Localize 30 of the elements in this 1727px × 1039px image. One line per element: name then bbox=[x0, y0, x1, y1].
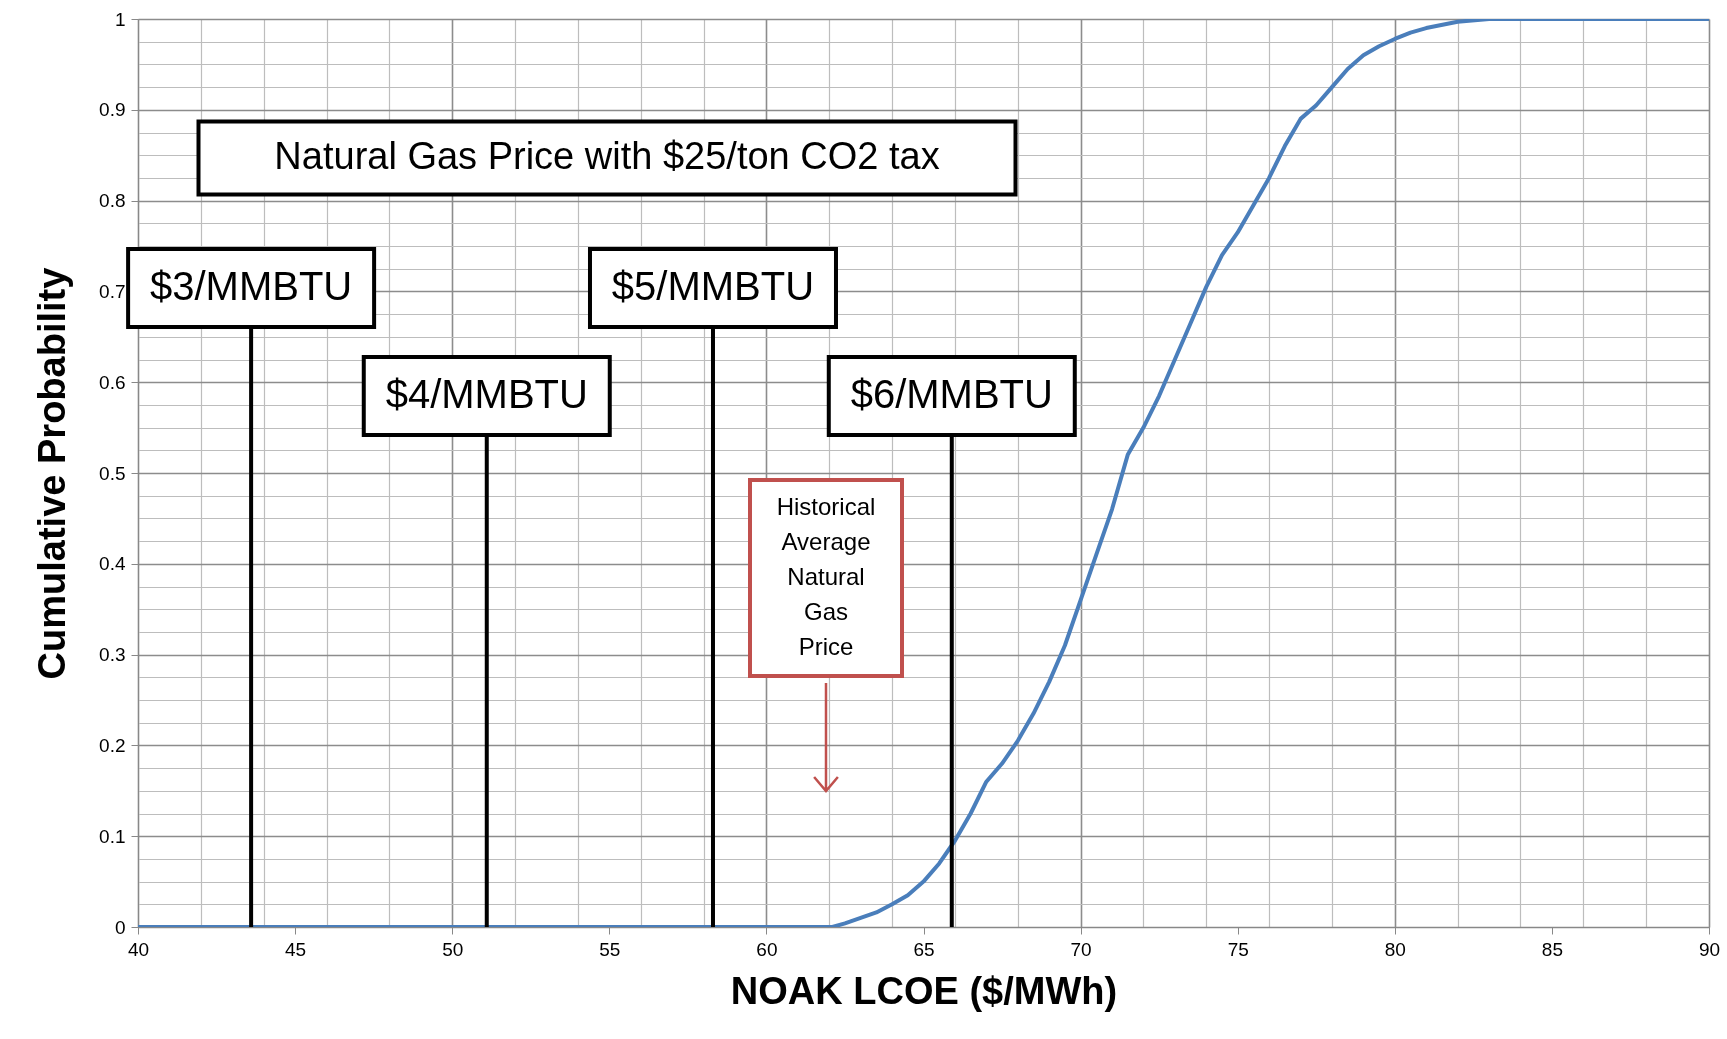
y-tick-label: 0.6 bbox=[99, 371, 126, 393]
x-tick-label: 45 bbox=[285, 938, 307, 960]
y-axis-title: Cumulative Probability bbox=[31, 267, 74, 680]
y-tick-label: 0.3 bbox=[99, 644, 126, 666]
y-tick-label: 0.4 bbox=[99, 553, 126, 575]
x-tick-label: 90 bbox=[1698, 938, 1721, 960]
y-tick-label: 0.9 bbox=[99, 99, 126, 121]
y-tick-label: 1 bbox=[114, 8, 126, 30]
ref-line-label: $3/MMBTU bbox=[149, 264, 353, 308]
y-tick-label: 0.7 bbox=[99, 280, 126, 302]
x-tick-label: 65 bbox=[913, 938, 935, 960]
x-tick-label: 70 bbox=[1070, 938, 1092, 960]
x-axis-title: NOAK LCOE ($/MWh) bbox=[730, 969, 1118, 1012]
x-tick-label: 85 bbox=[1541, 938, 1563, 960]
y-tick-label: 0.2 bbox=[99, 734, 126, 756]
x-tick-label: 60 bbox=[756, 938, 778, 960]
y-tick-label: 0.1 bbox=[99, 825, 126, 847]
x-tick-label: 40 bbox=[127, 938, 150, 960]
ref-line-label: $5/MMBTU bbox=[611, 264, 815, 308]
x-tick-label: 80 bbox=[1384, 938, 1406, 960]
annotation: Historical Average Natural Gas Price bbox=[776, 493, 876, 660]
y-tick-label: 0.5 bbox=[99, 462, 126, 484]
x-tick-label: 50 bbox=[442, 938, 464, 960]
x-tick-label: 75 bbox=[1227, 938, 1249, 960]
y-tick-label: 0.8 bbox=[99, 190, 126, 212]
y-tick-label: 0 bbox=[114, 916, 126, 938]
x-tick-label: 55 bbox=[599, 938, 621, 960]
ref-line-label: $6/MMBTU bbox=[850, 372, 1053, 416]
ref-line-label: $4/MMBTU bbox=[385, 372, 588, 416]
annotation: Natural Gas Price with $25/ton CO2 tax bbox=[274, 135, 940, 177]
